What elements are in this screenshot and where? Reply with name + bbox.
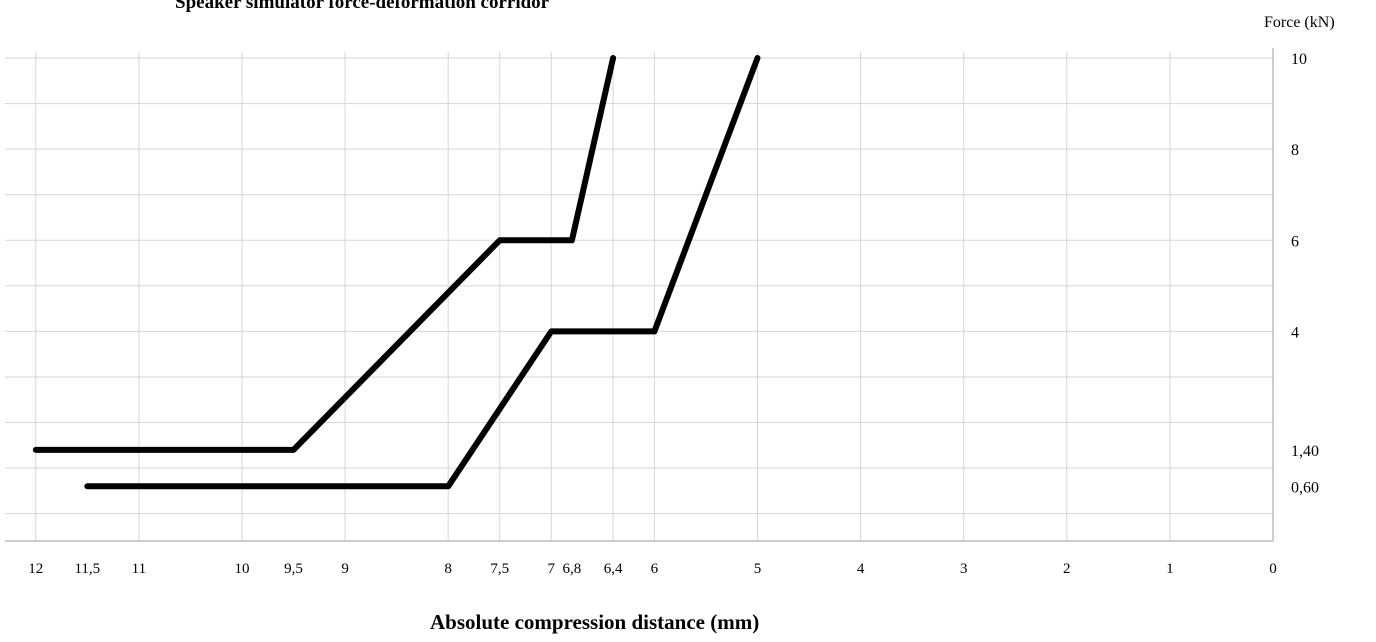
x-tick-label: 4	[857, 561, 865, 577]
x-tick-label: 7,5	[490, 561, 509, 577]
chart-title: Speaker simulator force-deformation corr…	[175, 0, 550, 13]
x-tick-label: 11,5	[74, 561, 100, 577]
y-tick-label: 6	[1291, 233, 1299, 250]
x-tick-label: 7	[548, 561, 556, 577]
series-2-line	[84, 55, 761, 490]
x-tick-label: 8	[444, 561, 452, 577]
x-tick-label: 1	[1166, 561, 1174, 577]
x-tick-label: 2	[1063, 561, 1071, 577]
x-tick-label: 6,8	[563, 561, 582, 577]
y-tick-label: 10	[1291, 51, 1307, 68]
x-tick-label: 12	[28, 561, 43, 577]
tick-labels: 12 11,5 11 10 9,5 9 8 7,5 7 6,8 6,4 6 5 4 3 2 1 0108641,4…	[28, 51, 1319, 577]
y-tick-label: 8	[1291, 142, 1299, 159]
series	[32, 55, 761, 490]
series-1-line	[32, 55, 617, 453]
y-axis-label: Force (kN)	[1264, 14, 1335, 31]
y-tick-label: 0,60	[1291, 479, 1319, 496]
x-tick-label: 5	[754, 561, 762, 577]
x-tick-label: 3	[960, 561, 968, 577]
x-tick-label: 9	[341, 561, 349, 577]
x-tick-label: 9,5	[284, 561, 303, 577]
x-tick-label: 11	[132, 561, 146, 577]
x-tick-label: 10	[234, 561, 249, 577]
axes	[5, 48, 1274, 542]
y-tick-label: 4	[1291, 324, 1299, 341]
x-tick-label: 6	[651, 561, 659, 577]
y-tick-label: 1,40	[1291, 443, 1319, 460]
grid	[5, 52, 1273, 541]
x-tick-label: 6,4	[604, 561, 623, 577]
x-tick-label: 0	[1269, 561, 1277, 577]
x-axis-label: Absolute compression distance (mm)	[430, 610, 760, 634]
